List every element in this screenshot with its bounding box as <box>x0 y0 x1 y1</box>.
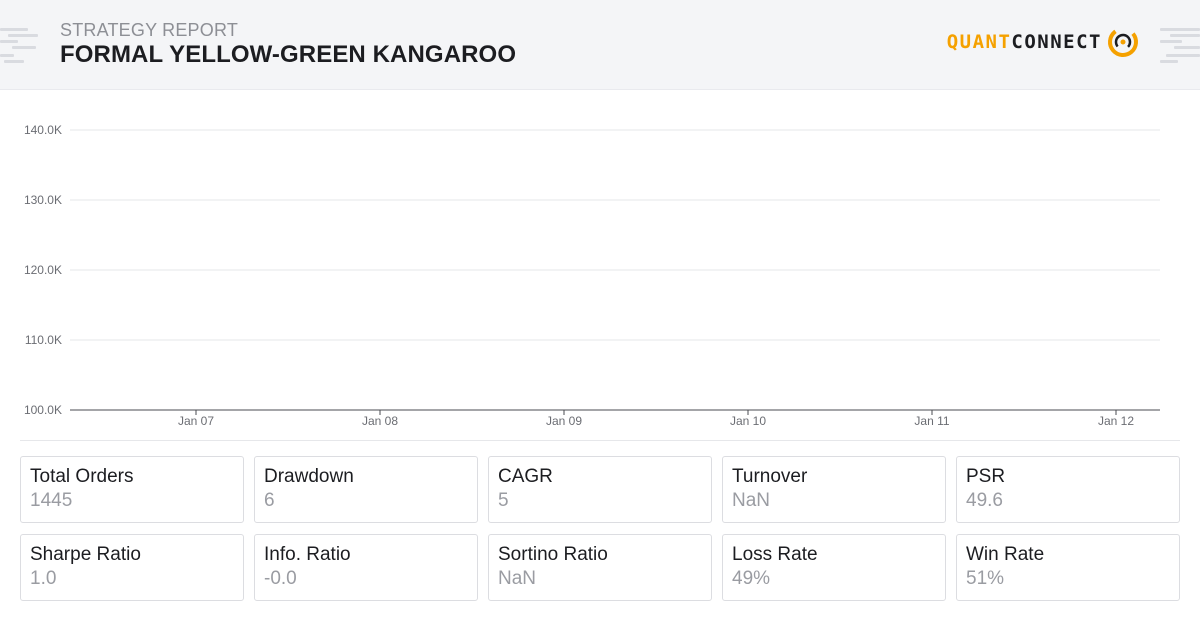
x-tick-label: Jan 11 <box>914 414 949 428</box>
stat-card-turnover: Turnover NaN <box>722 456 946 523</box>
chart-divider <box>20 440 1180 441</box>
stat-label: Sharpe Ratio <box>30 544 141 565</box>
stat-label: Win Rate <box>966 544 1045 565</box>
stat-value: 49.6 <box>966 490 1003 511</box>
strategy-name: FORMAL YELLOW-GREEN KANGAROO <box>60 41 517 68</box>
stat-value: 1445 <box>30 490 73 511</box>
stat-label: Turnover <box>732 466 808 487</box>
logo-mark-icon <box>1108 27 1138 57</box>
x-tick-label: Jan 09 <box>546 414 582 428</box>
stat-label: PSR <box>966 466 1006 487</box>
logo-wordmark: QUANTCONNECT <box>947 31 1102 53</box>
y-tick-label: 120.0K <box>24 263 62 277</box>
stat-card-cagr: CAGR 5 <box>488 456 712 523</box>
equity-chart: 100.0K 110.0K 120.0K 130.0K 140.0K Jan 07 Jan … <box>0 100 1200 440</box>
stat-card-total-orders: Total Orders 1445 <box>20 456 244 523</box>
y-tick-label: 130.0K <box>24 193 62 207</box>
stat-card-info-ratio: Info. Ratio -0.0 <box>254 534 478 601</box>
stat-card-drawdown: Drawdown 6 <box>254 456 478 523</box>
y-tick-label: 110.0K <box>25 333 62 347</box>
stat-label: Sortino Ratio <box>498 544 608 565</box>
stat-card-loss-rate: Loss Rate 49% <box>722 534 946 601</box>
stat-card-win-rate: Win Rate 51% <box>956 534 1180 601</box>
stat-value: 1.0 <box>30 568 57 589</box>
stat-card-sortino-ratio: Sortino Ratio NaN <box>488 534 712 601</box>
x-tick-label: Jan 12 <box>1098 414 1134 428</box>
equity-chart-svg: 100.0K 110.0K 120.0K 130.0K 140.0K Jan 07 Jan … <box>24 123 1160 428</box>
stat-card-sharpe-ratio: Sharpe Ratio 1.0 <box>20 534 244 601</box>
stat-value: 5 <box>498 490 509 511</box>
x-tick-label: Jan 07 <box>178 414 214 428</box>
stat-label: Loss Rate <box>732 544 818 565</box>
stat-label: Info. Ratio <box>264 544 351 565</box>
stat-value: -0.0 <box>264 568 297 589</box>
stat-value: 51% <box>966 568 1005 589</box>
stat-label: Drawdown <box>264 466 354 487</box>
report-header: STRATEGY REPORT FORMAL YELLOW-GREEN KANG… <box>0 0 1200 90</box>
stats-grid: Total Orders 1445 Drawdown 6 CAGR 5 Turn… <box>20 456 1180 601</box>
stat-value: NaN <box>498 568 537 589</box>
stat-value: 49% <box>732 568 771 589</box>
logo-connect-text: CONNECT <box>1011 31 1102 53</box>
x-tick-label: Jan 08 <box>362 414 398 428</box>
y-tick-label: 100.0K <box>24 403 62 417</box>
report-subtitle: STRATEGY REPORT <box>60 20 239 40</box>
stat-value: NaN <box>732 490 771 511</box>
stat-card-psr: PSR 49.6 <box>956 456 1180 523</box>
stat-label: CAGR <box>498 466 553 487</box>
stat-label: Total Orders <box>30 466 134 487</box>
quantconnect-logo: QUANTCONNECT <box>947 24 1140 60</box>
stat-value: 6 <box>264 490 275 511</box>
x-tick-label: Jan 10 <box>730 414 766 428</box>
logo-quant-text: QUANT <box>946 31 1012 53</box>
y-tick-label: 140.0K <box>24 123 62 137</box>
